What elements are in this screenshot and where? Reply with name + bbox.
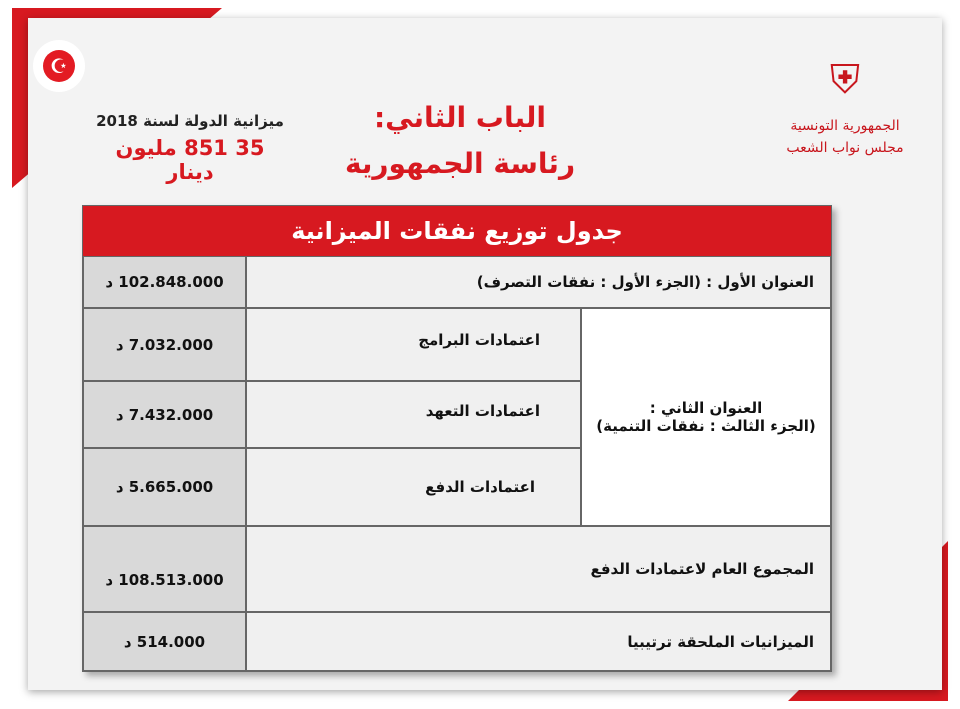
logo-line1: الجمهورية التونسية xyxy=(790,118,900,134)
budget-label: ميزانية الدولة لسنة 2018 xyxy=(96,112,284,130)
title2-line1: العنوان الثاني : xyxy=(649,399,763,417)
budget-table: جدول توزيع نفقات الميزانية 102.848.000 د… xyxy=(82,205,832,672)
total-amount: 108.513.000 د xyxy=(83,526,246,612)
title2-label: العنوان الثاني : (الجزء الثالث : نفقات ا… xyxy=(581,308,831,526)
annex-amount: 514.000 د xyxy=(83,612,246,671)
parliament-logo: ⛨ الجمهورية التونسية مجلس نواب الشعب xyxy=(780,45,910,159)
budget-summary: ميزانية الدولة لسنة 2018 35 851 مليون دي… xyxy=(90,112,290,184)
page-title: الباب الثاني: رئاسة الجمهورية xyxy=(330,95,590,187)
coat-of-arms-icon: ⛨ xyxy=(830,57,860,103)
chapter-name: رئاسة الجمهورية xyxy=(344,147,576,180)
logo-line2: مجلس نواب الشعب xyxy=(786,140,904,156)
tunisia-flag-icon: ☪ xyxy=(33,40,85,92)
sub3-amount: 5.665.000 د xyxy=(83,448,246,526)
table-title: جدول توزيع نفقات الميزانية xyxy=(83,206,831,256)
chapter: الباب الثاني: xyxy=(373,101,547,134)
title2-line2: (الجزء الثالث : نفقات التنمية) xyxy=(596,417,816,435)
sub2-amount: 7.432.000 د xyxy=(83,381,246,448)
row1-amount: 102.848.000 د xyxy=(83,256,246,308)
annex-label: الميزانيات الملحقة ترتيبيا xyxy=(246,612,831,671)
budget-amount: 35 851 مليون دينار xyxy=(115,136,265,184)
row1-label: العنوان الأول : (الجزء الأول : نفقات الت… xyxy=(246,256,831,308)
total-label: المجموع العام لاعتمادات الدفع xyxy=(246,526,831,612)
sub1-label: اعتمادات البرامج xyxy=(246,308,581,381)
sub2-label: اعتمادات التعهد xyxy=(246,381,581,448)
sub1-amount: 7.032.000 د xyxy=(83,308,246,381)
sub3-label: اعتمادات الدفع xyxy=(246,448,581,526)
